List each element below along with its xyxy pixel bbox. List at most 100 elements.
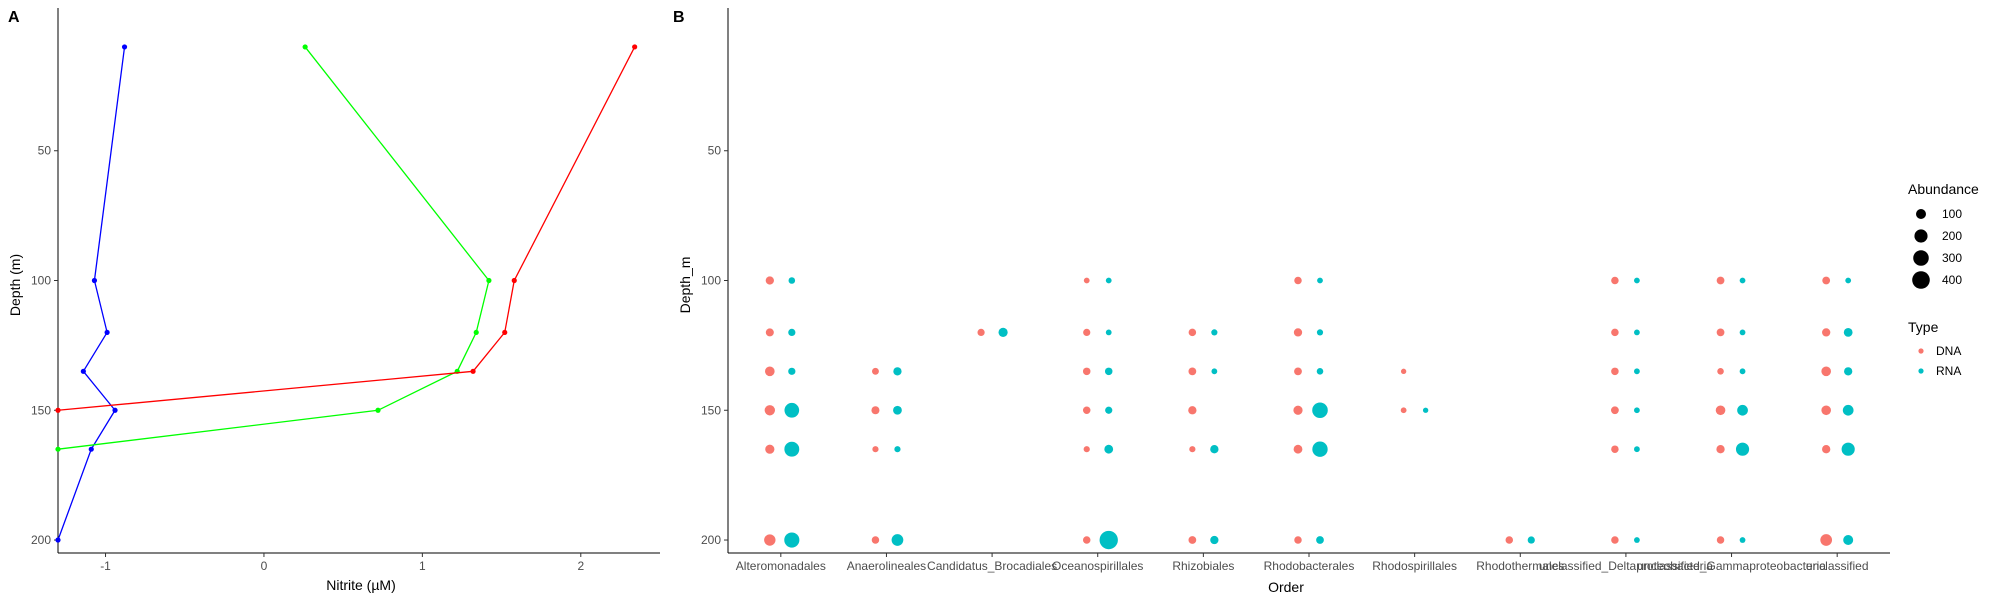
- panel-b-data-point: [1715, 405, 1726, 416]
- panel-a-data-point: [55, 407, 61, 413]
- panel-b-data-point: [1422, 407, 1429, 413]
- panel-b-data-point: [1317, 277, 1323, 284]
- panel-a-x-tick-label: 1: [419, 559, 426, 573]
- panel-b-data-point: [1312, 402, 1328, 419]
- panel-b-data-point: [1611, 406, 1619, 415]
- panel-b-plot-area: 50 100 150 200 Alteromonadales Anaerolineales…: [701, 8, 1890, 573]
- panel-a-y-tick-label: 50: [38, 144, 52, 158]
- panel-b-data-point: [1737, 404, 1748, 416]
- panel-b-data-point: [1293, 405, 1303, 415]
- panel-a-label: A: [8, 9, 20, 26]
- panel-b-data-point: [788, 367, 796, 375]
- panel-b-data-point: [1294, 367, 1302, 376]
- panel-a-plot-area: -1 0 1 2 50 100 150 200: [31, 8, 660, 573]
- panel-b-x-axis-title: Order: [1268, 579, 1304, 595]
- legend-type-title: Type: [1908, 319, 1939, 335]
- panel-b-y-tick-label: 150: [701, 403, 721, 417]
- panel-b-data-point: [1634, 368, 1640, 375]
- panel-b-data-point: [1634, 537, 1640, 543]
- panel-b-data-point: [1104, 444, 1114, 454]
- panel-b-data-point: [765, 444, 775, 454]
- panel-b-data-point: [1611, 276, 1619, 285]
- panel-b-data-point: [1188, 367, 1197, 376]
- panel-a-y-tick-label: 150: [31, 403, 51, 417]
- panel-b-data-point: [1716, 276, 1725, 285]
- panel-a-data-point: [121, 44, 128, 50]
- panel-b-data-point: [1082, 367, 1091, 376]
- panel-b-data-point: [1611, 536, 1619, 544]
- panel-b-data-point: [1822, 445, 1831, 454]
- panel-b-data-point: [1211, 329, 1218, 336]
- panel-b-data-point: [998, 327, 1008, 338]
- panel-b-data-point: [1717, 368, 1724, 375]
- panel-b-x-tick-label: Alteromonadales: [736, 559, 826, 573]
- panel-b-data-point: [1634, 446, 1640, 453]
- panel-b-data-point: [1210, 445, 1219, 454]
- panel-b-x-tick-label: unclassified: [1806, 559, 1869, 573]
- panel-b-data-point: [1634, 329, 1640, 336]
- panel-b-x-tick-label: unclassified_Deltaproteobacteria: [1539, 559, 1713, 573]
- panel-b-y-tick-label: 200: [701, 533, 721, 547]
- panel-b-data-point: [1312, 441, 1328, 457]
- legend-size-key: [1912, 271, 1930, 289]
- panel-a-series-line: [57, 46, 636, 411]
- panel-a-data-point: [375, 407, 381, 413]
- panel-b-data-point: [1716, 328, 1725, 337]
- panel-b-data-point: [1210, 535, 1219, 545]
- panel-b-data-point: [1820, 534, 1833, 546]
- panel-b-data-point: [1822, 328, 1831, 337]
- panel-b-data-point: [1841, 442, 1855, 456]
- panel-b-data-point: [1104, 367, 1113, 376]
- panel-b-data-point: [784, 402, 800, 418]
- panel-a-data-point: [486, 277, 492, 284]
- panel-a-data-point: [470, 368, 476, 374]
- panel-b-data-point: [1842, 404, 1854, 416]
- panel-b-data-point: [1083, 328, 1091, 337]
- panel-b-data-point: [1099, 530, 1118, 550]
- panel-b-data-point: [1611, 367, 1619, 376]
- panel-a: A -1 0 1 2 50 100 150 200 Nitrite (µM) Depth (m…: [7, 8, 660, 593]
- panel-b-legend: Abundance 100 200 300 400 Type DNA RNA: [1908, 181, 1979, 378]
- legend-type-key: [1918, 348, 1924, 354]
- panel-b-data-point: [1211, 368, 1218, 375]
- legend-size-label: 200: [1942, 229, 1962, 243]
- panel-b-data-point: [872, 446, 879, 453]
- panel-b-data-point: [872, 367, 879, 375]
- panel-b-x-tick-label: Oceanospirillales: [1052, 559, 1143, 573]
- panel-b-data-point: [1083, 277, 1090, 284]
- panel-b-data-point: [1316, 536, 1324, 544]
- panel-b-data-point: [1188, 536, 1197, 544]
- panel-b-x-tick-label: unclassified_Gammaproteobacteria: [1637, 559, 1826, 573]
- panel-b-x-tick-label: Candidatus_Brocadiales: [927, 559, 1057, 573]
- panel-b-data-point: [1105, 277, 1112, 284]
- panel-a-x-axis-title: Nitrite (µM): [326, 577, 396, 593]
- panel-b-data-point: [1082, 406, 1091, 415]
- panel-b-data-point: [1316, 368, 1324, 375]
- panel-b-data-point: [765, 276, 774, 285]
- panel-b-data-point: [788, 328, 796, 337]
- panel-a-data-point: [112, 407, 118, 413]
- panel-b-data-point: [1821, 366, 1831, 377]
- legend-type-label: DNA: [1936, 344, 1961, 358]
- panel-b-data-point: [1083, 446, 1090, 453]
- panel-b-data-point: [1739, 329, 1746, 336]
- panel-b-data-point: [871, 406, 880, 415]
- panel-b-data-point: [1316, 329, 1324, 336]
- panel-b-data-point: [1105, 329, 1112, 336]
- panel-a-x-tick-label: 2: [577, 559, 584, 573]
- panel-b-data-point: [1634, 277, 1640, 284]
- panel-a-data-point: [55, 537, 61, 543]
- legend-size-key: [1916, 209, 1926, 219]
- panel-b-data-point: [1739, 277, 1746, 284]
- panel-b-data-point: [1843, 328, 1853, 337]
- legend-size-key: [1914, 229, 1928, 243]
- panel-b-data-point: [1294, 276, 1302, 285]
- legend-size-key: [1913, 250, 1929, 266]
- panel-b-data-point: [764, 534, 776, 546]
- panel-b-data-point: [1716, 536, 1725, 544]
- panel-b-x-tick-label: Rhizobiales: [1172, 559, 1234, 573]
- panel-b-data-point: [1739, 537, 1746, 543]
- panel-b-data-point: [894, 446, 901, 453]
- panel-a-x-tick-label: 0: [261, 559, 268, 573]
